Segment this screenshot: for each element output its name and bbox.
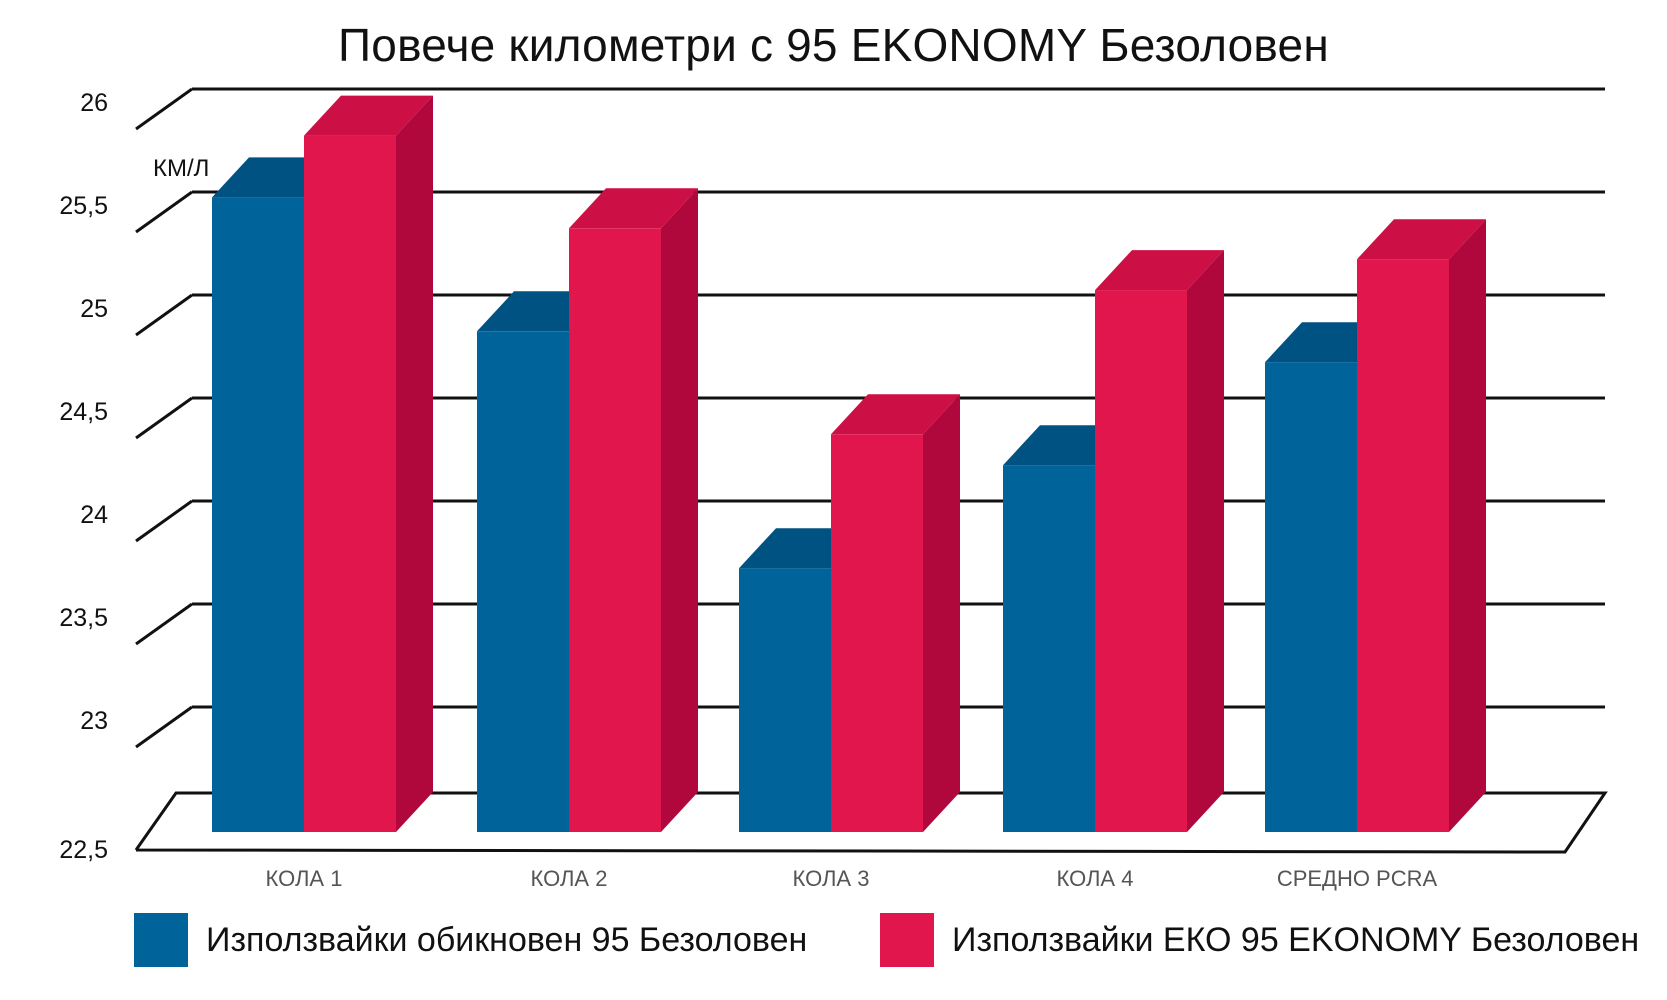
floor-outline: [134, 791, 1608, 854]
bar-ekonomy-2-top: [569, 188, 698, 229]
y-axis-ticks: 22,5 23 23,5 24 24,5 25 25,5 26: [59, 89, 108, 864]
bar-ekonomy-5-top: [1357, 219, 1486, 260]
bar-ekonomy-3-side: [923, 394, 960, 832]
legend-item-series-1: Използвайки обикновен 95 Безоловен: [134, 912, 807, 968]
gridline-diagonal: [135, 396, 193, 440]
bar-ekonomy-1-top: [304, 95, 433, 136]
legend-item-series-2: Използвайки ЕКО 95 EKONOMY Безоловен: [880, 912, 1639, 968]
x-tick-label: КОЛА 4: [1057, 866, 1134, 891]
bar-ekonomy-1: [304, 135, 396, 833]
gridline-diagonal: [135, 293, 193, 337]
bar-ekonomy-4: [1095, 290, 1187, 833]
x-tick-label: КОЛА 2: [531, 866, 608, 891]
gridline-diagonal: [135, 705, 193, 749]
y-tick-label: 23: [80, 707, 108, 735]
y-tick-label: 23,5: [59, 604, 108, 632]
legend-swatch-blue: [134, 913, 188, 967]
x-tick-label: КОЛА 1: [266, 866, 343, 891]
bar-regular-4: [1003, 465, 1095, 832]
legend-label-series-1: Използвайки обикновен 95 Безоловен: [206, 920, 808, 959]
x-tick-label: КОЛА 3: [793, 866, 870, 891]
bar-ekonomy-4-top: [1095, 250, 1224, 291]
gridline-diagonal: [135, 602, 193, 646]
gridline-diagonal: [135, 190, 193, 234]
legend-label-series-2: Използвайки ЕКО 95 EKONOMY Безоловен: [952, 920, 1640, 959]
bar-regular-3: [739, 568, 831, 832]
y-tick-label: 25,5: [59, 192, 108, 220]
bar-regular-1: [212, 197, 304, 832]
bar-ekonomy-1-side: [396, 95, 433, 833]
y-tick-label: 24,5: [59, 398, 108, 426]
bar-ekonomy-2: [569, 228, 661, 833]
bar-ekonomy-4-side: [1187, 250, 1224, 833]
bar-regular-5: [1265, 362, 1357, 832]
legend-swatch-red: [880, 913, 934, 967]
gridline-diagonal: [135, 499, 193, 543]
bar-ekonomy-5-side: [1449, 219, 1486, 832]
bars: [212, 95, 1486, 833]
y-tick-label: 22,5: [59, 836, 108, 864]
bar-regular-2: [477, 331, 569, 832]
y-tick-label: 25: [80, 295, 108, 323]
gridline-diagonal: [135, 87, 193, 131]
bar-ekonomy-3-top: [831, 394, 960, 435]
chart-title: Повече километри с 95 EKONOMY Безоловен: [338, 19, 1329, 71]
unit-label: КМ/Л: [153, 155, 209, 182]
y-tick-label: 24: [80, 501, 108, 529]
bar-ekonomy-5: [1357, 259, 1449, 832]
y-tick-label: 26: [80, 89, 108, 117]
x-tick-label: СРЕДНО PCRA: [1277, 866, 1438, 891]
bar-ekonomy-2-side: [661, 188, 698, 833]
x-axis-ticks: КОЛА 1 КОЛА 2 КОЛА 3 КОЛА 4 СРЕДНО PCRA: [266, 866, 1438, 891]
bar-ekonomy-3: [831, 434, 923, 832]
